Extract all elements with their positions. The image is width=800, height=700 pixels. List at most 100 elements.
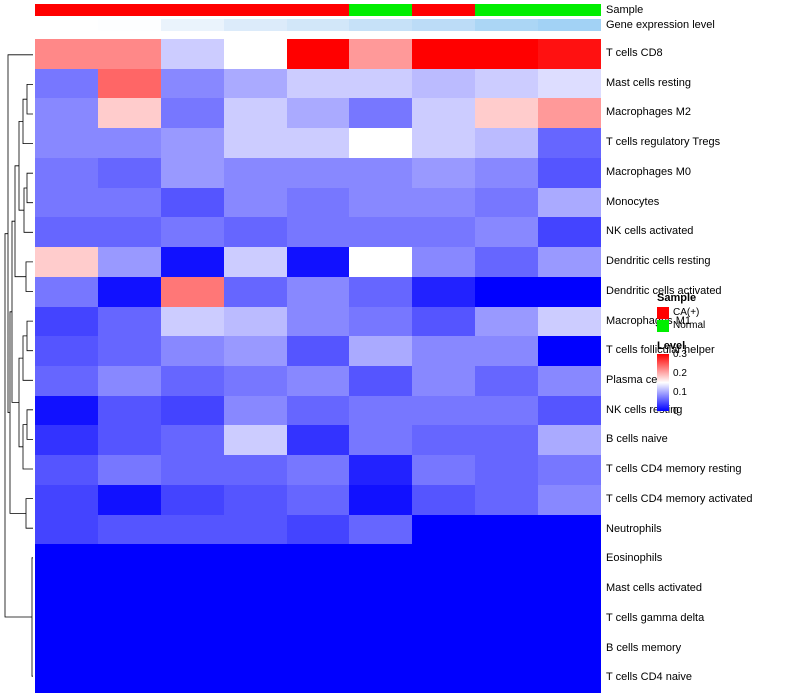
- gene-expression-annotation-cell: [538, 19, 602, 31]
- heatmap-cell: [286, 128, 350, 158]
- sample-annotation-cell: [160, 4, 224, 16]
- heatmap-cell: [286, 574, 350, 604]
- heatmap-cell: [286, 157, 350, 188]
- heatmap-cell: [286, 484, 350, 515]
- heatmap-cell: [475, 484, 539, 515]
- gene-expression-annotation-cell: [475, 19, 539, 31]
- heatmap-cell: [160, 157, 224, 188]
- heatmap-cell: [97, 633, 161, 664]
- legend-swatch: [657, 306, 669, 319]
- heatmap-cell: [475, 365, 539, 396]
- row-label: B cells memory: [606, 641, 682, 654]
- sample-annotation-cell: [97, 4, 161, 16]
- heatmap-cell: [538, 98, 601, 129]
- heatmap-cell: [538, 247, 601, 277]
- heatmap-cell: [412, 484, 476, 515]
- heatmap-cell: [538, 425, 601, 456]
- heatmap-cell: [97, 603, 161, 634]
- heatmap-cell: [35, 425, 98, 456]
- legend-item: CA(+): [657, 306, 705, 319]
- sample-annotation-cell: [223, 4, 287, 16]
- heatmap-cell: [349, 276, 413, 307]
- heatmap-cell: [475, 39, 539, 69]
- heatmap-cell: [160, 603, 224, 634]
- legend-sample-title: Sample: [657, 292, 697, 304]
- heatmap-cell: [223, 336, 287, 366]
- heatmap-cell: [35, 336, 98, 366]
- heatmap-cell: [412, 395, 476, 426]
- heatmap-cell: [538, 633, 601, 664]
- heatmap-cell: [35, 68, 98, 99]
- row-label: Neutrophils: [606, 522, 662, 535]
- gene-expression-annotation-cell: [412, 19, 476, 31]
- sample-annotation-cell: [35, 4, 98, 16]
- heatmap-cell: [97, 544, 161, 575]
- heatmap-cell: [35, 574, 98, 604]
- heatmap-cell: [35, 157, 98, 188]
- row-label: T cells CD8: [606, 47, 663, 59]
- heatmap-cell: [538, 217, 601, 248]
- heatmap-cell: [97, 365, 161, 396]
- heatmap-cell: [35, 187, 98, 218]
- legend-item-label: Normal: [673, 320, 706, 331]
- gene-expression-annotation-cell: [349, 19, 413, 31]
- heatmap-cell: [349, 128, 413, 158]
- heatmap-cell: [160, 39, 224, 69]
- heatmap-cell: [349, 484, 413, 515]
- row-label: B cells naive: [606, 433, 668, 446]
- heatmap-cell: [538, 484, 601, 515]
- legend-level-title: Level: [657, 340, 686, 352]
- gene-expression-annotation-bar: [35, 19, 602, 31]
- heatmap-cell: [97, 157, 161, 188]
- heatmap-cell: [412, 633, 476, 664]
- row-dendrogram: [4, 54, 33, 677]
- heatmap-cell: [35, 663, 98, 693]
- heatmap-cell: [223, 365, 287, 396]
- heatmap-cell: [160, 98, 224, 129]
- row-label: NK cells activated: [606, 225, 694, 238]
- heatmap-cell: [223, 68, 287, 99]
- heatmap-cell: [286, 425, 350, 456]
- row-label: T cells CD4 memory activated: [606, 492, 753, 505]
- gene-expression-annotation-cell: [160, 19, 224, 31]
- heatmap-cell: [97, 68, 161, 99]
- heatmap-cell: [223, 544, 287, 575]
- heatmap-cell: [223, 98, 287, 129]
- heatmap-cell: [160, 247, 224, 277]
- heatmap-cell: [412, 455, 476, 485]
- heatmap-cell: [538, 395, 601, 426]
- heatmap-cell: [97, 39, 161, 69]
- heatmap-cell: [223, 187, 287, 218]
- heatmap-cell: [97, 484, 161, 515]
- heatmap-cell: [97, 247, 161, 277]
- heatmap-cell: [349, 425, 413, 456]
- heatmap-cell: [223, 425, 287, 456]
- heatmap-cell: [286, 365, 350, 396]
- heatmap-cell: [475, 544, 539, 575]
- heatmap-cell: [412, 336, 476, 366]
- heatmap-cell: [286, 395, 350, 426]
- heatmap-cell: [160, 217, 224, 248]
- gene-expression-annotation-cell: [97, 19, 161, 31]
- heatmap-cell: [475, 247, 539, 277]
- heatmap-cell: [35, 247, 98, 277]
- heatmap-cell: [349, 633, 413, 664]
- heatmap-cell: [349, 98, 413, 129]
- heatmap-cell: [286, 68, 350, 99]
- heatmap-cell: [412, 514, 476, 545]
- heatmap-cell: [349, 157, 413, 188]
- heatmap-cell: [223, 633, 287, 664]
- heatmap-cell: [160, 425, 224, 456]
- heatmap-cell: [286, 663, 350, 693]
- heatmap-cell: [223, 484, 287, 515]
- heatmap-cell: [349, 544, 413, 575]
- heatmap-cell: [349, 663, 413, 693]
- gene-expression-annotation-cell: [223, 19, 287, 31]
- row-label: Mast cells resting: [606, 76, 691, 89]
- heatmap-cell: [286, 633, 350, 664]
- heatmap-cell: [349, 514, 413, 545]
- level-gradient: [657, 354, 669, 411]
- heatmap-cell: [538, 336, 601, 366]
- heatmap-cell: [475, 574, 539, 604]
- gene-expression-annotation-label: Gene expression level: [606, 19, 715, 31]
